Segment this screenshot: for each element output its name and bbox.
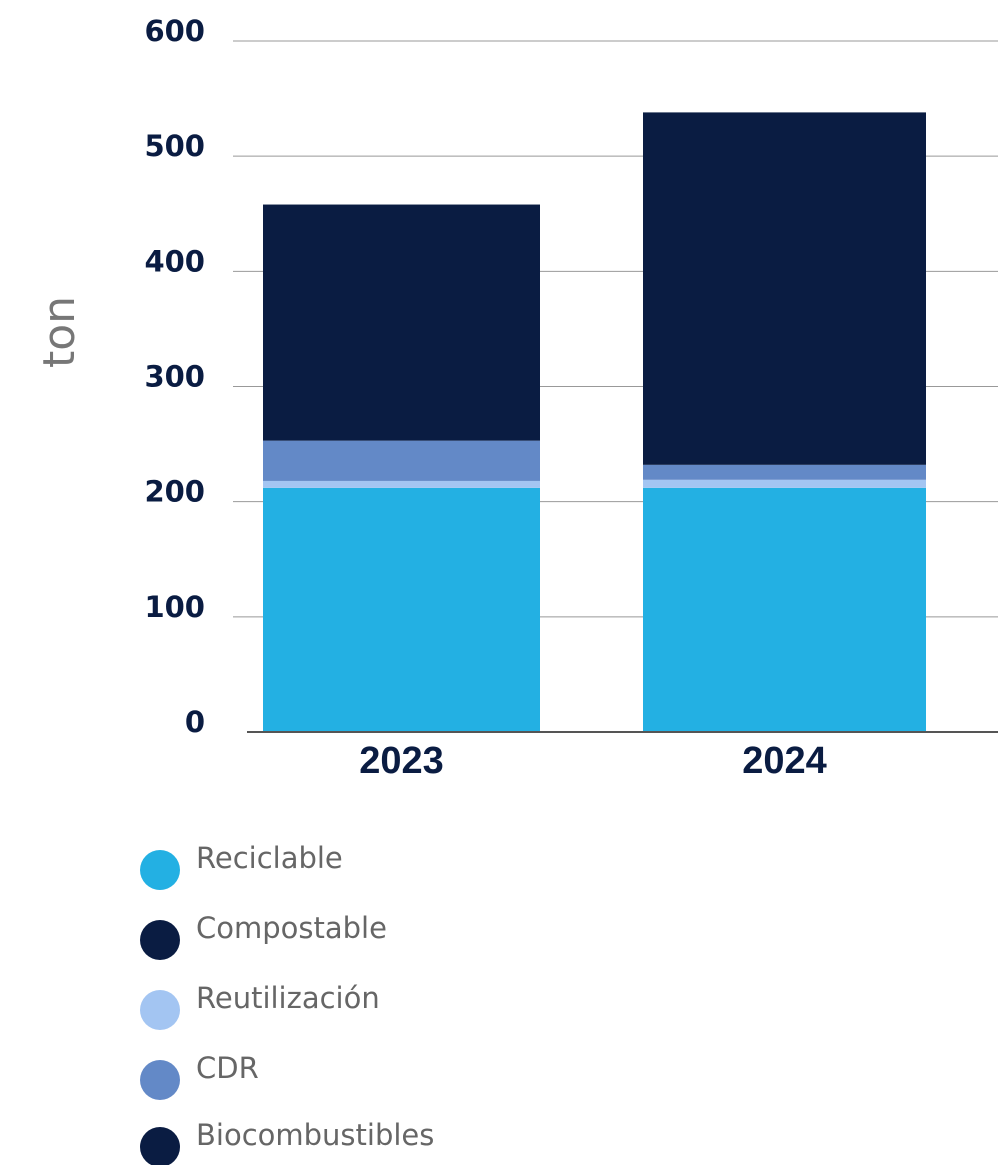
y-tick-label: 300 <box>144 360 205 394</box>
legend-label: Reciclable <box>196 841 343 875</box>
bar-segment <box>263 487 540 732</box>
x-tick-label: 2024 <box>742 740 827 782</box>
y-tick-label: 400 <box>144 244 205 278</box>
legend-marker <box>140 920 180 960</box>
bar-segment <box>643 112 926 465</box>
legend-marker <box>140 990 180 1030</box>
legend-marker <box>140 1060 180 1100</box>
bar-segment <box>643 464 926 480</box>
legend-marker <box>140 1127 180 1165</box>
y-tick-label: 100 <box>144 590 205 624</box>
y-tick-label: 600 <box>144 14 205 48</box>
bar-segment <box>263 204 540 441</box>
y-tick-label: 500 <box>144 129 205 163</box>
y-tick-label: 200 <box>144 475 205 509</box>
bar-segment <box>263 480 540 488</box>
x-tick-label: 2023 <box>359 740 444 782</box>
bar-segment <box>643 487 926 732</box>
legend-label: Compostable <box>196 911 387 945</box>
bar-segment <box>643 479 926 488</box>
bar-segment <box>263 440 540 481</box>
legend-label: Reutilización <box>196 981 380 1015</box>
legend-marker <box>140 850 180 890</box>
legend-label: CDR <box>196 1051 259 1085</box>
y-axis-label: ton <box>34 296 85 368</box>
legend-label: Biocombustibles <box>196 1118 434 1152</box>
y-tick-label: 0 <box>185 705 205 739</box>
